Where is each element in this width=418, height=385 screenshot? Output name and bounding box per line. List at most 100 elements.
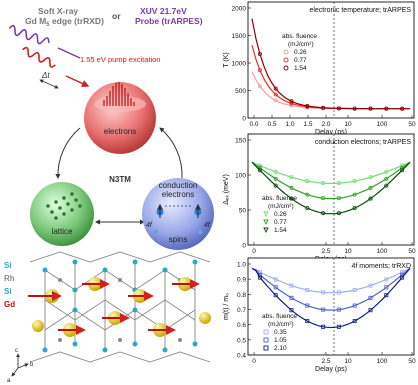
x-tick-label: 50 — [408, 121, 416, 128]
data-point — [305, 319, 310, 324]
electron-distribution-icon — [103, 82, 135, 106]
data-point — [352, 319, 357, 324]
y-axis-label: m(t) / m₀ — [223, 293, 230, 320]
x-tick-label: 0 — [252, 248, 256, 255]
x-tick-label: 100 — [377, 248, 388, 255]
y-tick-label: 50 — [239, 208, 247, 215]
data-point — [273, 86, 278, 91]
data-point — [384, 293, 389, 298]
data-point — [305, 179, 310, 184]
x-tick-label: 50 — [408, 358, 416, 365]
spins-bath — [142, 178, 214, 250]
x-tick-label: 2.5 — [321, 248, 330, 255]
spins-label: spins — [169, 235, 188, 244]
legend-marker — [283, 57, 289, 63]
legend-unit: (mJ/cm²) — [268, 321, 294, 328]
axis-a-label: a — [7, 378, 11, 384]
x-tick-label: 10 — [344, 248, 352, 255]
lattice-label: lattice — [52, 227, 73, 236]
conduction-electrons-label: electrons — [162, 190, 194, 199]
x-tick-label: 50 — [408, 248, 416, 255]
x-tick-label: 2.0 — [321, 121, 330, 128]
data-point — [321, 196, 326, 201]
panel-title: conduction electrons; trARPES — [315, 139, 411, 146]
x-axis-label: Delay (ps) — [315, 366, 347, 373]
series-trace-0.35 — [251, 267, 411, 294]
panel-title: electronic temperature; trARPES — [309, 7, 411, 14]
data-point — [289, 308, 294, 313]
data-point — [273, 277, 278, 282]
data-point — [368, 185, 373, 190]
si-label-2: Si — [4, 287, 12, 296]
data-point — [336, 307, 341, 312]
legend-marker — [263, 211, 269, 218]
data-point — [400, 168, 405, 173]
y-tick-label: 150 — [235, 138, 246, 145]
data-point — [321, 290, 326, 295]
legend-label: 0.77 — [274, 219, 287, 226]
panel-title: 4f moments; trRXD — [351, 263, 411, 270]
data-point — [352, 179, 357, 184]
series-trace-2.10 — [251, 267, 411, 329]
data-point — [273, 176, 278, 181]
data-point — [289, 196, 294, 201]
data-point — [336, 324, 341, 329]
data-point — [384, 285, 389, 290]
y-tick-label: 0.6 — [237, 322, 246, 329]
si-label-1: Si — [4, 261, 12, 270]
data-point — [321, 181, 326, 186]
axes-triad-icon — [11, 353, 29, 377]
data-point — [336, 181, 341, 186]
y-axis-label: Δₑₓ (meV) — [223, 174, 230, 205]
y-tick-label: 2000 — [232, 6, 247, 13]
or-label: or — [112, 11, 121, 21]
legend-marker — [263, 227, 269, 234]
data-point — [273, 285, 278, 290]
data-point — [352, 303, 357, 308]
data-point — [273, 293, 278, 298]
data-point — [305, 288, 310, 293]
data-point — [305, 192, 310, 197]
data-point — [384, 277, 389, 282]
y-tick-label: 0.4 — [237, 353, 246, 360]
data-point — [321, 105, 326, 110]
data-point — [368, 295, 373, 300]
data-point — [305, 206, 310, 211]
pump-label: 1.55 eV pump excitation — [80, 55, 160, 64]
electrons-bath — [84, 82, 156, 154]
y-tick-label: 1500 — [232, 33, 247, 40]
data-point — [384, 106, 389, 111]
x-tick-label: 2.5 — [321, 358, 330, 365]
lattice-icon — [46, 192, 82, 220]
panel-4f-moments: 0.4 0.5 0.6 0.7 0.8 0.9 1.0 0 2.5 10 100 50 Delay (p… — [223, 257, 416, 373]
gd-label: Gd — [4, 300, 15, 309]
soft-xray-label: Soft X-ray — [38, 6, 78, 16]
legend-marker — [263, 329, 269, 335]
data-point — [368, 175, 373, 180]
series-trace-1.54 — [251, 18, 410, 110]
4f-right-label: 4f — [204, 222, 211, 229]
data-point — [352, 206, 357, 211]
pump-pulse-icon — [22, 46, 56, 68]
data-point — [273, 98, 278, 103]
series-trace-1.05 — [251, 267, 411, 311]
legend-marker — [283, 65, 289, 71]
data-point — [257, 52, 262, 57]
data-point — [384, 183, 389, 188]
model-label: N3TM — [109, 175, 131, 184]
panel-frame — [247, 133, 415, 246]
axis-b-label: b — [30, 362, 34, 368]
data-point — [273, 92, 278, 97]
data-point — [384, 176, 389, 181]
legend-label: 2.10 — [274, 345, 287, 352]
y-tick-label: 0.9 — [237, 277, 246, 284]
y-tick-label: 0.5 — [237, 337, 246, 344]
panel-frame — [247, 1, 415, 119]
data-point — [289, 175, 294, 180]
legend-label: 1.54 — [294, 65, 307, 72]
data-point — [289, 99, 294, 104]
y-tick-label: 1.0 — [237, 262, 246, 269]
data-point — [257, 68, 262, 73]
cycle-arrow-right — [159, 127, 183, 179]
